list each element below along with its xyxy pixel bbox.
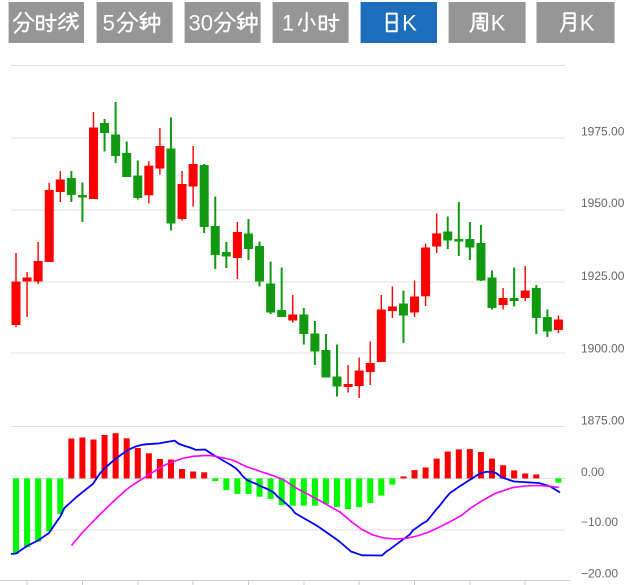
- svg-text:−20.00: −20.00: [581, 567, 618, 581]
- svg-text:−10.00: −10.00: [581, 515, 618, 529]
- svg-text:1925.00: 1925.00: [581, 269, 625, 283]
- svg-text:0.00: 0.00: [581, 465, 605, 479]
- svg-text:5: 5: [103, 11, 115, 36]
- svg-text:K: K: [491, 11, 506, 36]
- svg-text:K: K: [580, 11, 595, 36]
- svg-text:3: 3: [188, 11, 200, 36]
- svg-text:1: 1: [282, 11, 294, 36]
- svg-text:1950.00: 1950.00: [581, 196, 625, 210]
- svg-text:0: 0: [201, 11, 213, 36]
- svg-text:1900.00: 1900.00: [581, 342, 625, 356]
- svg-text:1975.00: 1975.00: [581, 124, 625, 138]
- svg-text:K: K: [402, 11, 417, 36]
- svg-text:1875.00: 1875.00: [581, 414, 625, 428]
